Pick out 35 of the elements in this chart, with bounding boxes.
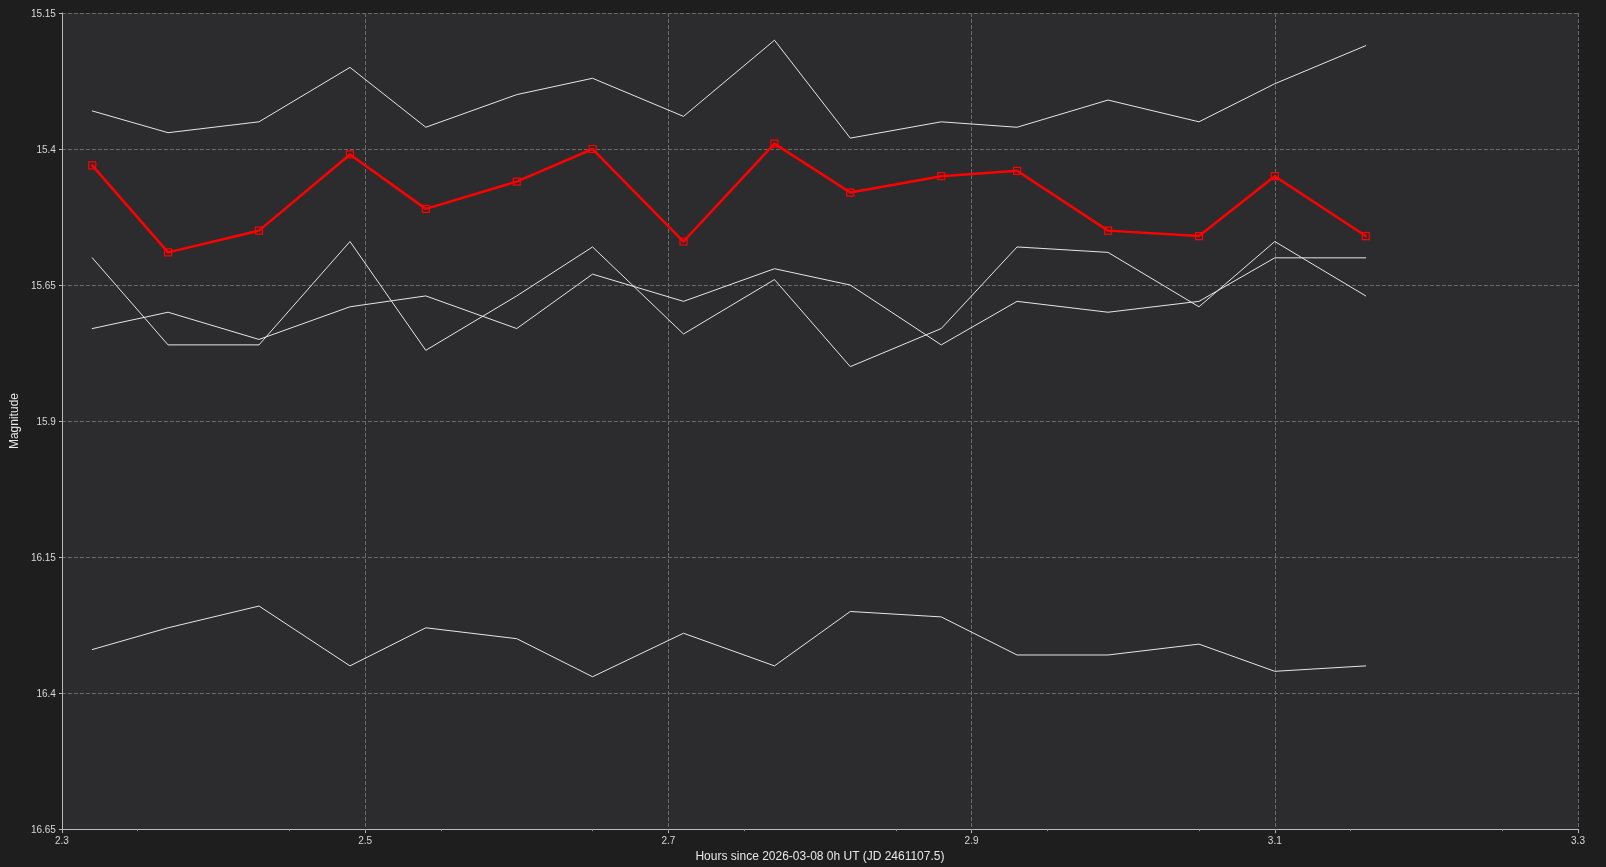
x-tick-label: 3.1 [1267,834,1283,846]
y-tick-label: 16.4 [36,687,57,699]
line-series [91,241,1367,368]
x-tick-label: 2.5 [358,834,373,846]
line-series [91,39,1367,139]
x-tick-label: 3.3 [1571,834,1586,846]
y-tick-label: 15.15 [30,7,57,19]
point [163,248,173,257]
y-tick-label: 15.65 [30,279,57,291]
point [254,226,264,235]
point [770,139,779,148]
line-series [91,605,1367,678]
x-tick-label: 2.7 [661,834,676,846]
point [588,144,597,154]
point [937,172,946,181]
x-tick-label: 2.3 [54,834,70,846]
x-axis-title: Hours since 2026-03-08 0h UT (JD 2461107.5) [695,849,945,863]
point [421,204,430,213]
point [512,177,521,186]
point [1361,231,1370,241]
point [1270,172,1279,181]
line-series [88,139,1370,257]
y-tick-label: 15.9 [36,415,57,427]
point [345,150,355,159]
y-axis-title: Magnitude [7,392,21,450]
point [88,161,97,170]
point [1194,231,1204,241]
point [846,188,855,197]
point [1012,166,1022,175]
point [1103,226,1113,235]
y-tick-label: 15.4 [36,143,57,155]
x-tick-label: 2.9 [964,834,979,846]
point [679,237,688,246]
y-tick-label: 16.15 [30,551,57,563]
y-tick-label: 16.65 [30,823,57,835]
